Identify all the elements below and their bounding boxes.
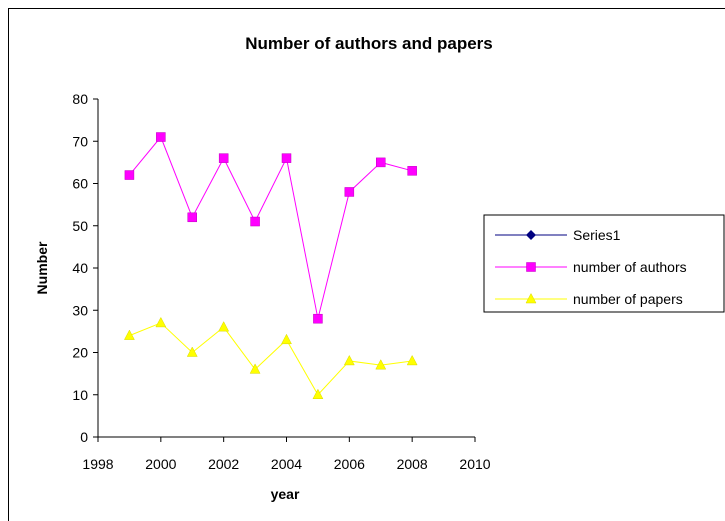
series-line-2 [129,136,413,319]
legend-marker-1 [526,230,536,240]
x-tick-label: 2006 [334,456,365,472]
y-axis-title: Number [34,241,50,294]
y-tick-label: 0 [80,429,88,445]
data-point-series-3 [375,359,387,370]
y-tick-label: 80 [72,91,88,107]
data-point-series-3 [281,333,292,345]
x-tick-label: 2000 [145,456,176,472]
legend-marker-2 [526,262,536,272]
y-tick-label: 10 [72,387,88,403]
data-point-series-3 [155,316,167,328]
legend-box [483,214,725,313]
plot-series [124,132,418,399]
x-tick-label: 2002 [208,456,239,472]
x-tick-label: 1998 [82,456,113,472]
x-axis-title: year [271,486,300,502]
data-point-series-2 [281,153,292,163]
x-tick-label: 2010 [459,456,490,472]
y-tick-label: 70 [72,133,88,149]
legend: Series1 number of authors number of papers [483,214,725,313]
data-point-series-2 [124,170,135,180]
data-point-series-2 [344,187,355,197]
x-tick-label: 2008 [397,456,428,472]
data-point-series-3 [406,354,418,366]
y-tick-label: 40 [72,260,88,276]
data-point-series-3 [312,388,324,399]
data-point-series-3 [343,354,355,366]
data-point-series-2 [218,153,229,163]
data-point-series-3 [218,321,230,332]
data-point-series-3 [124,329,135,340]
data-point-series-2 [250,216,260,227]
data-point-series-3 [249,363,261,374]
data-point-series-2 [407,166,417,176]
axes: 0 10 20 30 40 50 60 70 80 1998 2000 2002 2004 2006 200… [72,91,490,472]
y-tick-label: 60 [72,176,88,192]
data-point-series-2 [376,157,386,168]
legend-label-2: number of authors [573,259,687,275]
y-tick-label: 30 [72,302,88,318]
y-tick-label: 50 [72,218,88,234]
chart-frame [8,8,725,521]
series-line-3 [129,322,413,396]
data-point-series-2 [187,212,197,223]
data-point-series-3 [186,346,198,357]
x-tick-label: 2004 [271,456,302,472]
legend-label-3: number of papers [573,291,683,307]
legend-label-1: Series1 [573,227,621,243]
data-point-series-2 [313,313,323,324]
y-tick-label: 20 [72,345,88,361]
data-point-series-2 [156,132,166,142]
legend-marker-3 [525,292,537,304]
chart-title: Number of authors and papers [245,34,492,53]
